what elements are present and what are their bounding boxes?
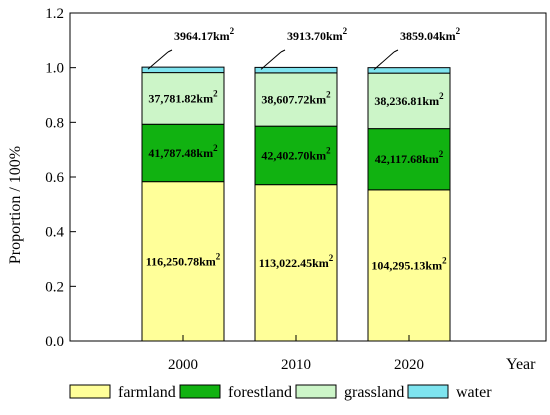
x-axis-label: Year xyxy=(506,356,536,373)
segment-label: 38,607.72km2 xyxy=(261,90,331,107)
bar-segment-farmland xyxy=(254,184,338,342)
segment-label: 116,250.78km2 xyxy=(146,251,221,268)
y-tick-label: 1.0 xyxy=(45,61,64,77)
bar-segment-grassland xyxy=(254,72,338,127)
segment-labels-group: 116,250.78km2 41,787.48km2 37,781.82km2 396… xyxy=(146,26,461,272)
legend-swatch-water xyxy=(407,384,449,399)
x-tick-label: 2010 xyxy=(281,357,311,373)
callout-line xyxy=(260,51,282,70)
y-tick-label: 0.0 xyxy=(45,334,64,350)
y-tick-label: 0.6 xyxy=(45,170,64,186)
bar-segment-forestland xyxy=(367,128,451,191)
y-tick-label: 0.4 xyxy=(45,225,64,241)
segment-label: 42,117.68km2 xyxy=(375,149,444,166)
segment-label-callout: 3859.04km2 xyxy=(400,26,461,43)
segment-label-callout: 3964.17km2 xyxy=(174,26,235,43)
callout-line xyxy=(167,49,173,53)
segment-label: 104,295.13km2 xyxy=(371,255,447,272)
segment-label: 113,022.45km2 xyxy=(259,253,334,270)
y-tick-label: 1.2 xyxy=(45,6,64,22)
bar-segment-water xyxy=(254,66,338,74)
callout-line xyxy=(280,49,286,53)
legend-swatch-farmland xyxy=(69,384,111,399)
segment-label: 38,236.81km2 xyxy=(374,91,444,108)
legend-label-grassland: grassland xyxy=(344,384,404,401)
y-axis-label: Proportion / 100% xyxy=(7,146,24,264)
legend-swatch-forestland xyxy=(179,384,221,399)
y-tick-label: 0.8 xyxy=(45,115,64,131)
bar-segment-forestland xyxy=(254,125,338,186)
bar-segment-water xyxy=(141,66,225,74)
y-tick-label: 0.2 xyxy=(45,279,64,295)
x-tick-label: 2020 xyxy=(394,357,424,373)
segment-label: 41,787.48km2 xyxy=(148,143,218,160)
bar-segment-forestland xyxy=(141,123,225,183)
segment-label: 37,781.82km2 xyxy=(148,88,218,105)
legend-label-farmland: farmland xyxy=(118,384,176,401)
callout-line xyxy=(393,49,399,53)
segment-label: 42,402.70km2 xyxy=(261,145,331,162)
legend-swatch-grassland xyxy=(295,384,337,399)
legend: farmland forestland grassland water xyxy=(69,384,492,401)
bars-group xyxy=(141,66,451,342)
axes-group: 0.0 0.2 0.4 0.6 0.8 1.0 1.2 2000 2010 2020 xyxy=(45,6,424,373)
legend-label-forestland: forestland xyxy=(228,384,292,401)
bar-segment-grassland xyxy=(367,72,451,130)
x-tick-label: 2000 xyxy=(168,357,198,373)
callout-line xyxy=(373,51,395,71)
callout-line xyxy=(147,51,169,70)
segment-label-callout: 3913.70km2 xyxy=(287,26,348,43)
bar-segment-farmland xyxy=(367,189,451,342)
bar-segment-water xyxy=(367,67,451,74)
legend-label-water: water xyxy=(456,384,492,401)
